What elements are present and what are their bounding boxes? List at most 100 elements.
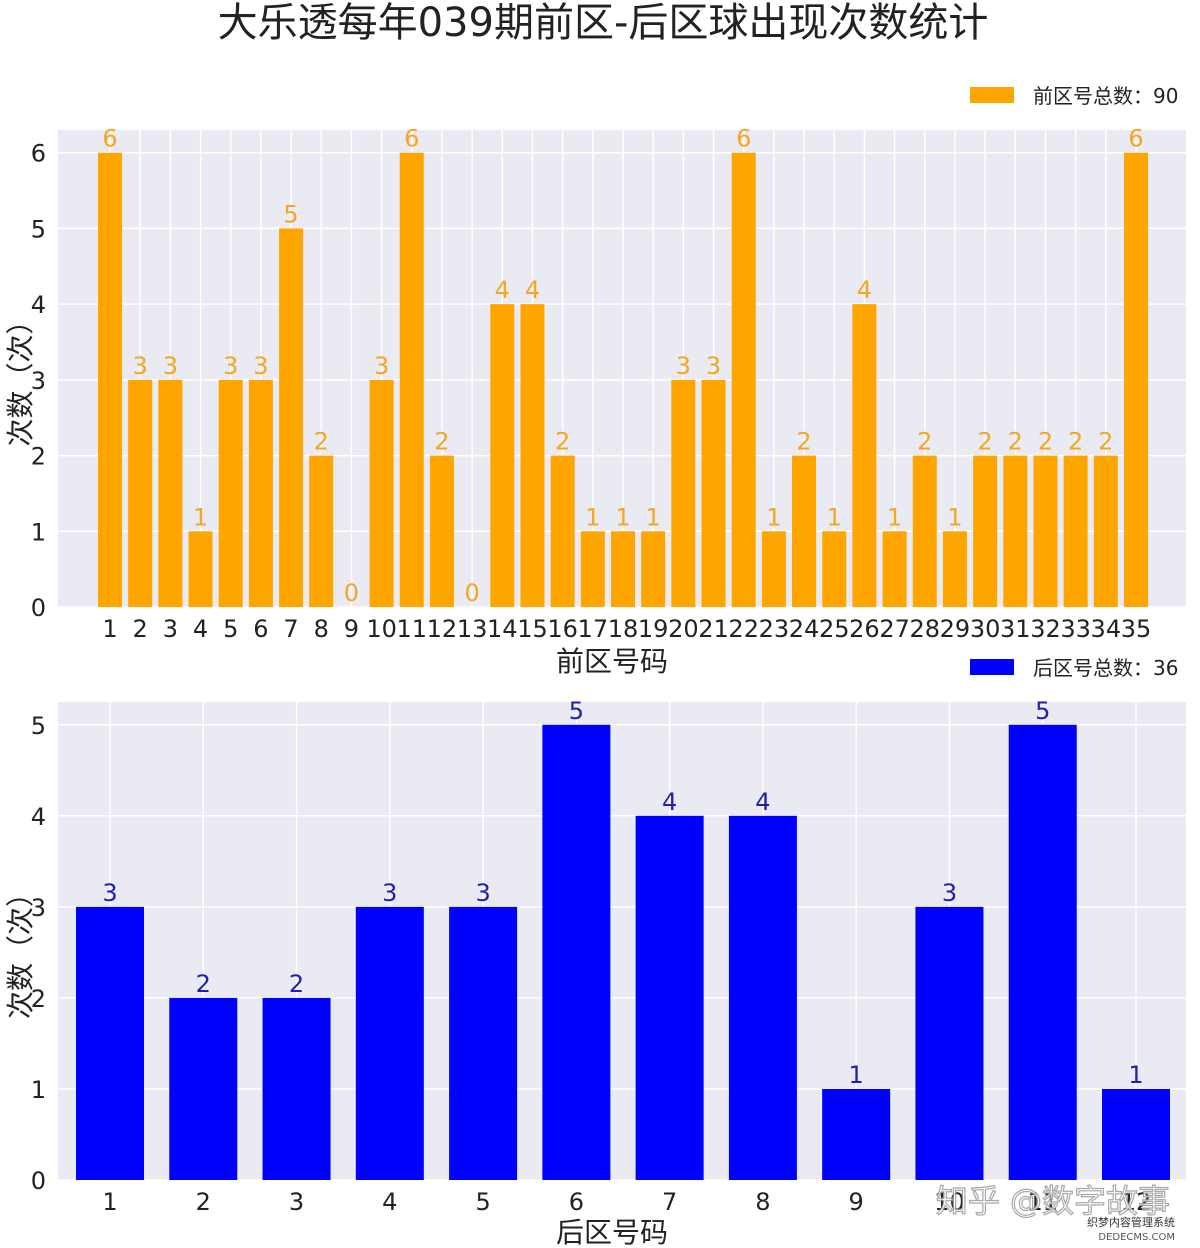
x-tick-label: 29: [940, 615, 971, 643]
x-tick-label: 16: [547, 615, 578, 643]
x-tick-label: 10: [366, 615, 397, 643]
bar-value-label: 3: [223, 352, 238, 380]
x-tick-label: 5: [475, 1188, 490, 1216]
bar: [1033, 455, 1058, 607]
bar: [822, 1088, 891, 1180]
bar: [76, 906, 144, 1180]
x-tick-label: 6: [569, 1188, 584, 1216]
bar: [792, 455, 817, 607]
x-tick-label: 25: [819, 615, 850, 643]
bar-value-label: 3: [102, 879, 117, 907]
legend-swatch: [970, 659, 1014, 675]
bar-value-label: 1: [947, 503, 962, 531]
bar: [262, 997, 331, 1180]
bar-value-label: 3: [475, 879, 490, 907]
x-tick-label: 9: [344, 615, 359, 643]
y-axis-label: 次数（次）: [4, 879, 37, 1019]
x-tick-label: 34: [1091, 615, 1122, 643]
plot-area: [58, 130, 1186, 607]
x-axis-label: 后区号码: [556, 1216, 668, 1248]
x-tick-label: 9: [849, 1188, 864, 1216]
legend-label: 前区号总数：90: [1033, 84, 1178, 108]
bar-value-label: 2: [1008, 428, 1023, 456]
x-tick-label: 11: [396, 615, 427, 643]
x-tick-label: 2: [133, 615, 148, 643]
bar: [169, 997, 238, 1180]
bar: [1124, 152, 1148, 607]
x-tick-label: 23: [759, 615, 790, 643]
bar-value-label: 1: [193, 503, 208, 531]
bar: [912, 455, 937, 607]
bar-value-label: 2: [555, 428, 570, 456]
bar-value-label: 1: [766, 503, 781, 531]
bar: [942, 531, 967, 607]
bar-value-label: 2: [796, 428, 811, 456]
y-tick-label: 0: [31, 594, 46, 622]
bar-value-label: 3: [676, 352, 691, 380]
bar: [852, 304, 877, 607]
bar: [550, 455, 575, 607]
bar-value-label: 3: [133, 352, 148, 380]
bar-value-label: 2: [1038, 428, 1053, 456]
bar-value-label: 1: [849, 1061, 864, 1089]
x-axis-label: 前区号码: [556, 645, 668, 678]
bar-value-label: 1: [827, 503, 842, 531]
bar: [671, 379, 696, 607]
bar-value-label: 0: [464, 579, 479, 607]
bar-value-label: 3: [163, 352, 178, 380]
bar: [1008, 724, 1077, 1180]
x-tick-label: 14: [487, 615, 518, 643]
x-tick-label: 22: [728, 615, 759, 643]
bar-value-label: 1: [615, 503, 630, 531]
bar: [309, 455, 334, 607]
x-tick-label: 27: [879, 615, 910, 643]
bar-value-label: 2: [1098, 428, 1113, 456]
x-tick-label: 24: [789, 615, 820, 643]
bar: [1102, 1088, 1170, 1180]
bar-value-label: 6: [102, 125, 117, 153]
bar-value-label: 2: [917, 428, 932, 456]
bar: [611, 531, 635, 607]
bar-value-label: 4: [755, 788, 770, 816]
bar-value-label: 1: [887, 503, 902, 531]
bar-value-label: 2: [1068, 428, 1083, 456]
bar-value-label: 3: [382, 879, 397, 907]
x-tick-label: 8: [755, 1188, 770, 1216]
bar-value-label: 2: [196, 970, 211, 998]
bar: [822, 531, 847, 607]
y-tick-label: 2: [31, 985, 46, 1013]
bar-value-label: 4: [525, 276, 540, 304]
x-tick-label: 1: [102, 1188, 117, 1216]
bar: [158, 379, 183, 607]
x-tick-label: 13: [457, 615, 488, 643]
x-tick-label: 6: [253, 615, 268, 643]
bar: [449, 906, 518, 1180]
x-tick-label: 35: [1121, 615, 1152, 643]
bar: [973, 455, 998, 607]
bar: [520, 304, 545, 607]
x-tick-label: 18: [608, 615, 639, 643]
x-tick-label: 4: [382, 1188, 397, 1216]
bar: [882, 531, 907, 607]
legend-label: 后区号总数：36: [1033, 656, 1178, 680]
bar-value-label: 4: [857, 276, 872, 304]
bar: [279, 228, 304, 607]
watermark-site: 织梦内容管理系统: [1087, 1215, 1175, 1229]
bar-value-label: 6: [736, 125, 751, 153]
back-zone-chart: 012345312223343556474819310511112后区号码次数（…: [4, 656, 1186, 1248]
y-axis-label: 次数（次）: [4, 306, 37, 446]
bar-value-label: 4: [495, 276, 510, 304]
bar: [355, 906, 424, 1180]
bar-value-label: 2: [434, 428, 449, 456]
bar-value-label: 5: [1035, 697, 1050, 725]
y-tick-label: 3: [31, 894, 46, 922]
bar-value-label: 0: [344, 579, 359, 607]
bar-value-label: 4: [662, 788, 677, 816]
bar: [1003, 455, 1028, 607]
x-tick-label: 7: [662, 1188, 677, 1216]
y-tick-label: 3: [31, 367, 46, 395]
x-tick-label: 3: [163, 615, 178, 643]
watermark-zhihu: 知乎 @数字故事: [936, 1182, 1170, 1220]
bar-value-label: 1: [585, 503, 600, 531]
